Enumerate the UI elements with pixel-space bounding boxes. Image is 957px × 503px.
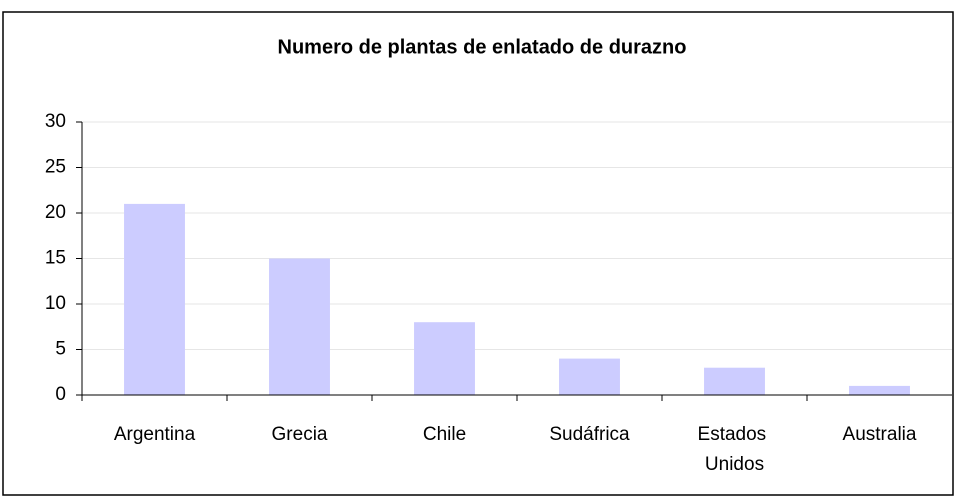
chart-title: Numero de plantas de enlatado de durazno [278, 36, 687, 58]
x-tick-label: Argentina [114, 424, 196, 445]
bar [559, 358, 620, 395]
y-tick-label: 10 [45, 293, 66, 314]
x-tick-label: Australia [843, 424, 917, 445]
bar [704, 367, 765, 395]
y-tick-label: 5 [55, 339, 66, 360]
x-tick-label: Chile [423, 424, 466, 445]
y-tick-label: 20 [45, 202, 66, 223]
y-tick-label: 30 [45, 111, 66, 132]
y-tick-label: 25 [45, 157, 66, 178]
x-tick-label: Sudáfrica [549, 424, 630, 445]
x-tick-label: Estados Unidos [698, 424, 772, 475]
y-tick-label: 0 [55, 384, 66, 405]
x-tick-label: Grecia [272, 424, 328, 445]
y-tick-label: 15 [45, 248, 66, 269]
bar [269, 258, 330, 395]
bar [849, 385, 910, 395]
bar [414, 322, 475, 395]
bar [124, 203, 185, 395]
